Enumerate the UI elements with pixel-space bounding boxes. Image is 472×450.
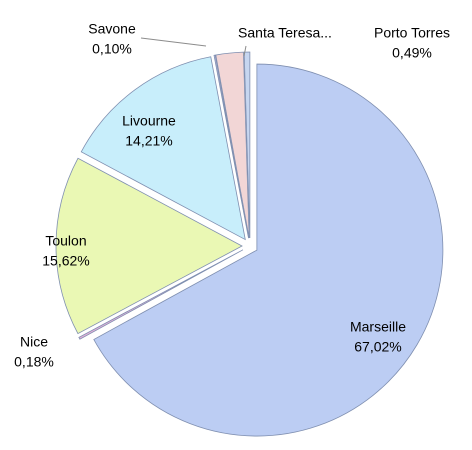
value-label: 0,10% — [92, 41, 132, 57]
slice-label: Marseille — [350, 319, 406, 335]
labels: Marseille 67,02% Nice 0,18% Toulon 15,62% Livo… — [14, 21, 450, 370]
leader-line — [140, 37, 207, 47]
pie-slice — [78, 249, 244, 340]
pie-slice — [213, 54, 249, 239]
slice-label: Porto Torres — [374, 25, 450, 41]
value-label: 67,02% — [354, 339, 401, 355]
slice-label: Livourne — [122, 113, 176, 129]
slices — [55, 51, 444, 437]
leader-line — [243, 45, 247, 57]
value-label: 0,49% — [392, 45, 432, 61]
slice-label: Nice — [20, 334, 48, 350]
slice-label: Toulon — [45, 233, 86, 249]
pie-slice — [80, 56, 246, 241]
pie-slice — [243, 51, 251, 239]
slice-label: Savone — [88, 21, 136, 37]
pie-slice — [215, 51, 250, 239]
slice-label: Santa Teresa... — [238, 25, 332, 41]
pie-slice — [93, 63, 444, 437]
value-label: 14,21% — [125, 133, 172, 149]
pie-slice — [55, 157, 243, 335]
value-label: 15,62% — [42, 253, 89, 269]
value-label: 0,18% — [14, 354, 54, 370]
